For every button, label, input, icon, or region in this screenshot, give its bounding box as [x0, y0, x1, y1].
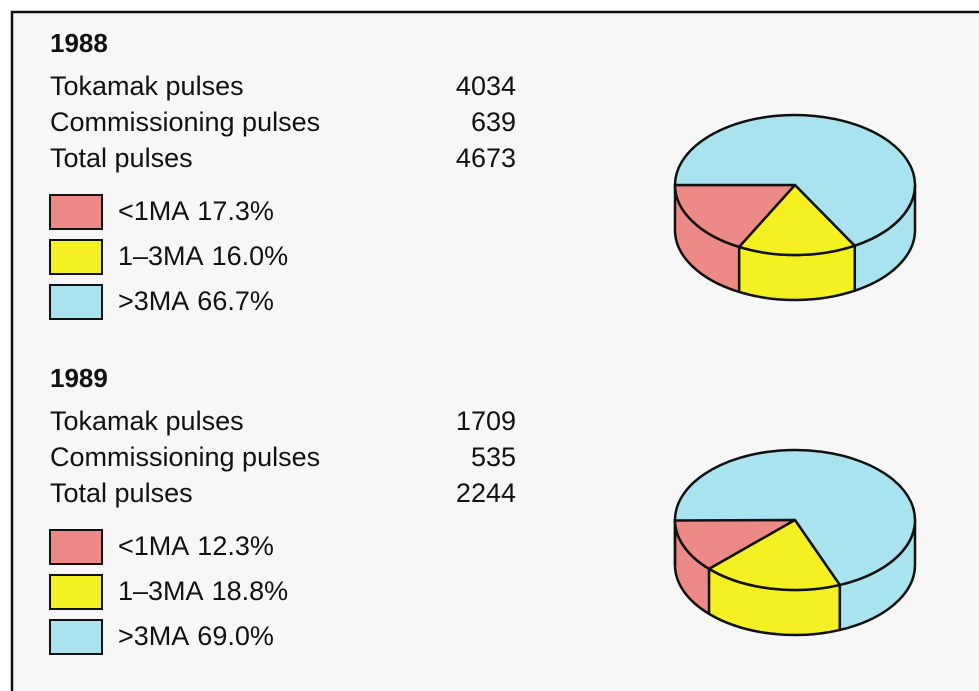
stat-value: 2244: [456, 478, 516, 508]
legend-swatch: [49, 239, 103, 275]
legend-category: >3MA: [118, 286, 189, 316]
stat-value: 4034: [456, 71, 516, 101]
legend-category: 1–3MA: [118, 576, 204, 606]
pie-slice: [673, 448, 917, 587]
pie-tops: [673, 113, 917, 257]
legend-category: 1–3MA: [118, 241, 204, 271]
stat-label: Total pulses: [50, 143, 193, 173]
legend-category: <1MA: [118, 531, 189, 561]
legend-value: 69.0%: [197, 621, 274, 651]
legend-swatch: [49, 284, 103, 320]
stat-label: Total pulses: [50, 478, 193, 508]
pie-slice: [673, 183, 797, 249]
pie-slice: [707, 518, 842, 592]
stat-label: Tokamak pulses: [50, 406, 244, 436]
legend-value: 66.7%: [197, 286, 274, 316]
legend-entry: >3MA 66.7%: [118, 286, 274, 316]
pie-slice: [737, 183, 857, 257]
pie-slice: [673, 518, 797, 571]
legend-entry: <1MA 17.3%: [118, 196, 274, 226]
legend-value: 16.0%: [212, 241, 289, 271]
legend-category: <1MA: [118, 196, 189, 226]
legend-entry: <1MA 12.3%: [118, 531, 274, 561]
pie-tops: [673, 448, 917, 592]
legend-swatch: [49, 619, 103, 655]
stat-value: 535: [471, 442, 516, 472]
legend-swatch: [49, 194, 103, 230]
legend-entry: >3MA 69.0%: [118, 621, 274, 651]
stat-label: Tokamak pulses: [50, 71, 244, 101]
legend-value: 18.8%: [212, 576, 289, 606]
legend-entry: 1–3MA 16.0%: [118, 241, 288, 271]
pie-sides: [673, 518, 917, 637]
legend-entry: 1–3MA 18.8%: [118, 576, 288, 606]
legend-value: 12.3%: [197, 531, 274, 561]
stat-value: 1709: [456, 406, 516, 436]
stat-value: 639: [471, 107, 516, 137]
year-title: 1989: [50, 363, 108, 393]
legend-value: 17.3%: [197, 196, 274, 226]
legend-swatch: [49, 574, 103, 610]
stat-value: 4673: [456, 143, 516, 173]
stat-label: Commissioning pulses: [50, 442, 320, 472]
pie-slice: [673, 113, 917, 247]
legend-category: >3MA: [118, 621, 189, 651]
year-title: 1988: [50, 28, 108, 58]
stat-label: Commissioning pulses: [50, 107, 320, 137]
legend-swatch: [49, 529, 103, 565]
